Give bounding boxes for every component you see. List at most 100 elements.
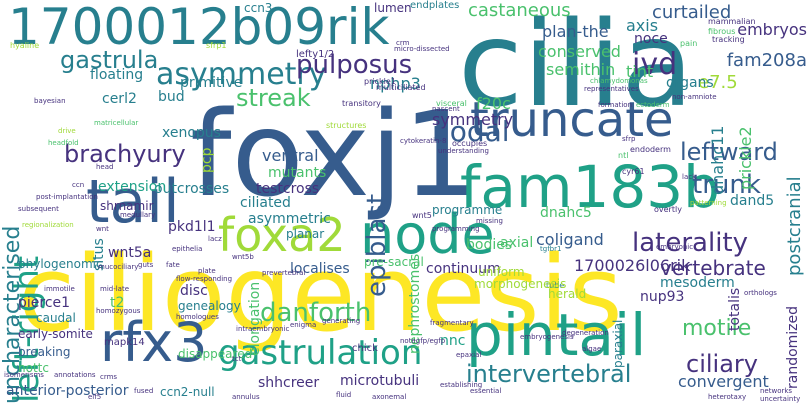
word-e75: e7.5 [698,72,738,93]
word-bud: bud [158,89,185,105]
word-chlamydomonas: chlamydomonas [590,77,648,85]
word-uncertainty: uncertainty [760,395,801,403]
word-nup93: nup93 [640,289,685,305]
word-generating: generating [322,317,361,325]
word-degeneration: degeneration [562,329,609,337]
word-pre-sacral: pre-sacral [364,255,424,269]
word-overtly: overtly [654,205,682,214]
word-fluid: fluid [336,391,352,399]
word-epiblast: epiblast [362,193,392,297]
word-dnahc5: dnahc5 [540,205,592,221]
word-guts: guts [138,261,154,269]
word-castaneous: castaneous [468,0,571,21]
word-ivd: ivd [632,47,678,82]
word-fam208a: fam208a [726,50,807,71]
word-epaxial: epaxial [456,351,482,359]
word-shrnamir: shrnamir [100,199,154,213]
word-pierce1: pierce1 [18,295,71,311]
word-homologues: homologues [176,313,219,321]
word-dand5: dand5 [730,193,775,209]
word-plan-the: plan-the [542,22,609,41]
word-rfx3: rfx3 [100,311,208,374]
word-annotations: annotations [54,371,96,379]
word-embryos: embryos [737,20,807,39]
word-immotile: immotile [44,285,75,293]
word-post-implantation: post-implantation [36,193,98,201]
word-notegfpegfp: notegfp/egfp [400,337,446,345]
word-orthologs: orthologs [744,289,777,297]
word-nphp3: nphp3 [370,74,421,93]
word-pulposus: pulposus [296,50,413,80]
word-wnt: wnt [96,225,109,233]
word-networks: networks [760,387,793,395]
word-disc: disc [180,283,208,299]
word-xenopus: xenopus [162,125,221,141]
word-outcrosses: outcrosses [154,181,230,197]
word-coligand: coligand [536,230,604,249]
word-tint: tint [626,62,654,81]
word-epithelia: epithelia [172,245,203,253]
word-mammalian: mammalian [708,17,756,26]
word-t2: t2 [110,295,125,311]
word-brachyury: brachyury [64,140,186,168]
word-fate: fate [166,261,180,269]
word-embryonic: embryonic [656,243,694,251]
word-phylogenomic: phylogenomic [18,257,103,271]
word-bodies: bodies [466,237,513,253]
word-occupies: occupies [452,139,488,148]
word-nascent: nascent [432,105,460,113]
word-endplates: endplates [410,0,460,11]
word-lefty12: lefty1/2 [296,49,335,60]
word-wnt5: wnt5 [412,211,432,220]
word-axis: axis [626,16,659,35]
word-fragmentary: fragmentary [430,319,474,327]
word-enigma: enigma [290,321,317,329]
word-fam183b: fam183b [460,153,720,221]
word-pintail: pintail [466,301,647,369]
word-representatives: representatives [584,85,639,93]
word-conserved: conserved [538,42,621,61]
word-lumen: lumen [374,1,412,15]
word-randomized: randomized [785,305,801,389]
word-sfrp1: sfrp1 [206,41,227,50]
word-gastrula: gastrula [60,46,159,74]
word-testcross: testcross [256,181,320,197]
word-leftward: leftward [680,138,778,166]
word-mesoderm: mesoderm [660,275,735,291]
word-programme: programme [432,203,503,217]
word-cyr61: cyr61 [622,167,645,176]
word-heterotaxy: heterotaxy [708,393,747,401]
word-axonemal: axonemal [372,393,407,401]
word-1700012b09rik: 1700012b09rik [8,0,390,56]
word-structures: structures [326,121,367,130]
word-node: node [360,203,495,266]
word-ciliary: ciliary [686,350,758,378]
word-axial: axial [500,235,534,251]
word-pkd1l1: pkd1l1 [168,219,216,235]
word-1700026l06rik: 1700026l06rik [574,256,691,275]
word-patterning: patterning [690,199,727,207]
word-bayesian: bayesian [34,97,66,105]
word-prickle2: prickle2 [736,126,755,190]
word-ciliogenesis: ciliogenesis [18,233,623,355]
word-medullary: medullary [120,211,156,219]
word-disappeared: disappeared [178,347,253,361]
word-asymmetry: asymmetry [156,57,327,92]
word-ntl: ntl [618,151,629,160]
word-cilia: cilia [458,0,694,133]
word-mutants: mutants [268,165,327,181]
word-multiciliated: multiciliated [376,83,426,92]
word-laterality: laterality [632,228,748,258]
word-wnt5b: wnt5b [232,253,254,261]
word-uniform: uniform [478,265,525,279]
word-extension: extension [98,179,167,195]
word-understanding: understanding [438,147,489,155]
word-symmetry: symmetry [432,110,514,129]
word-non-amniote: non-amniote [672,93,717,101]
word-ccn3: ccn3 [244,1,273,15]
word-visceral: visceral [436,99,467,108]
word-floating: floating [90,67,144,83]
word-fibrous: fibrous [708,27,736,36]
word-ectoderm: ectoderm [636,101,670,109]
word-convergent: convergent [678,372,769,391]
